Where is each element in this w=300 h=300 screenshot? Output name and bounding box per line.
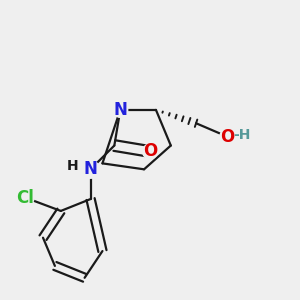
Text: N: N	[113, 101, 127, 119]
Circle shape	[16, 189, 34, 206]
Circle shape	[113, 102, 128, 117]
Text: N: N	[84, 160, 98, 178]
Circle shape	[142, 144, 158, 159]
Text: Cl: Cl	[16, 189, 34, 207]
Circle shape	[82, 160, 100, 178]
Text: O: O	[220, 128, 234, 146]
Text: O: O	[143, 142, 157, 160]
Circle shape	[243, 137, 256, 151]
Text: H: H	[67, 159, 79, 173]
Text: -H: -H	[233, 128, 251, 142]
Circle shape	[220, 129, 235, 144]
